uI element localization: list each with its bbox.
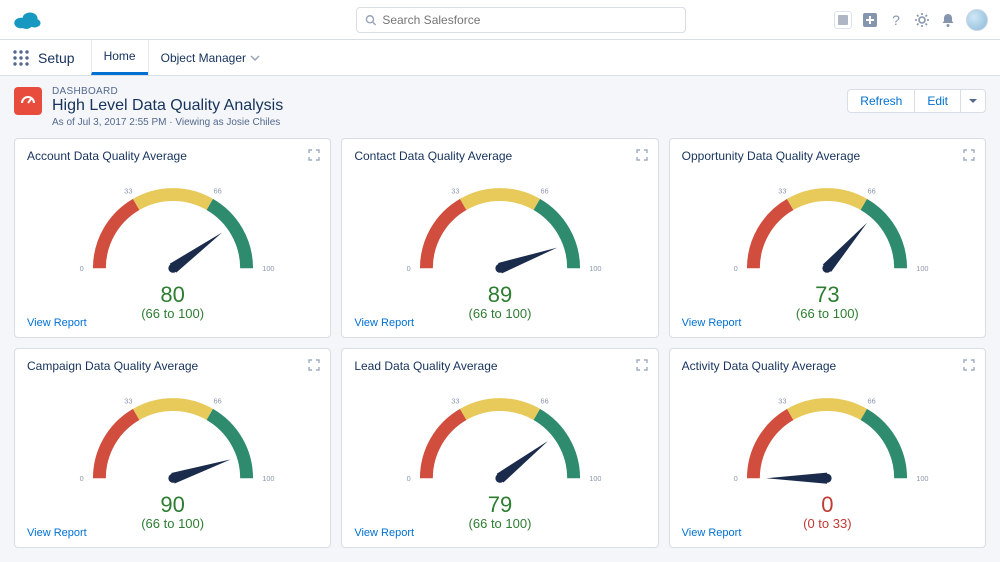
dashboard-card: Activity Data Quality Average 0 33 66 100 0… bbox=[669, 348, 986, 548]
dashboard-grid: Account Data Quality Average 0 33 66 100 80… bbox=[0, 138, 1000, 562]
svg-text:33: 33 bbox=[451, 397, 459, 406]
trail-switcher-icon[interactable] bbox=[834, 11, 852, 29]
card-title: Contact Data Quality Average bbox=[354, 149, 645, 163]
view-report-link[interactable]: View Report bbox=[354, 317, 414, 329]
dashboard-header: DASHBOARD High Level Data Quality Analys… bbox=[0, 76, 1000, 121]
svg-text:66: 66 bbox=[868, 187, 876, 196]
svg-text:100: 100 bbox=[262, 264, 274, 273]
search-icon bbox=[365, 14, 376, 26]
dashboard-meta: DASHBOARD High Level Data Quality Analys… bbox=[52, 86, 283, 115]
more-actions-button[interactable] bbox=[961, 89, 986, 113]
gauge: 0 33 66 100 0 (0 to 33) bbox=[682, 377, 973, 531]
svg-text:66: 66 bbox=[213, 187, 221, 196]
card-title: Activity Data Quality Average bbox=[682, 359, 973, 373]
expand-icon[interactable] bbox=[963, 359, 975, 371]
chevron-down-icon bbox=[250, 53, 260, 63]
global-search[interactable] bbox=[356, 7, 686, 33]
view-report-link[interactable]: View Report bbox=[27, 317, 87, 329]
gear-icon[interactable] bbox=[914, 12, 930, 28]
dashboard-card: Contact Data Quality Average 0 33 66 100 89… bbox=[341, 138, 658, 338]
svg-text:33: 33 bbox=[124, 397, 132, 406]
edit-button[interactable]: Edit bbox=[915, 89, 961, 113]
card-title: Campaign Data Quality Average bbox=[27, 359, 318, 373]
gauge-value: 73 bbox=[815, 282, 839, 308]
dashboard-card: Lead Data Quality Average 0 33 66 100 79 (6… bbox=[341, 348, 658, 548]
svg-text:0: 0 bbox=[407, 474, 411, 483]
svg-text:66: 66 bbox=[541, 397, 549, 406]
expand-icon[interactable] bbox=[963, 149, 975, 161]
caret-down-icon bbox=[969, 97, 977, 105]
global-search-input[interactable] bbox=[382, 13, 677, 27]
gauge: 0 33 66 100 90 (66 to 100) bbox=[27, 377, 318, 531]
avatar[interactable] bbox=[966, 9, 988, 31]
gauge-range: (66 to 100) bbox=[796, 306, 859, 321]
gauge-range: (66 to 100) bbox=[469, 306, 532, 321]
svg-text:100: 100 bbox=[589, 474, 601, 483]
svg-text:0: 0 bbox=[407, 264, 411, 273]
gauge: 0 33 66 100 89 (66 to 100) bbox=[354, 167, 645, 321]
tab-object-manager[interactable]: Object Manager bbox=[148, 40, 272, 75]
svg-text:0: 0 bbox=[79, 264, 83, 273]
dashboard-card: Campaign Data Quality Average 0 33 66 100 9… bbox=[14, 348, 331, 548]
dashboard-card: Opportunity Data Quality Average 0 33 66 10… bbox=[669, 138, 986, 338]
dashboard-icon bbox=[14, 87, 42, 115]
svg-text:100: 100 bbox=[262, 474, 274, 483]
svg-text:33: 33 bbox=[779, 397, 787, 406]
tab-home-label: Home bbox=[104, 49, 136, 63]
app-launcher-icon[interactable] bbox=[12, 49, 30, 67]
gauge-range: (66 to 100) bbox=[469, 516, 532, 531]
global-header: ? bbox=[0, 0, 1000, 40]
dashboard-actions: Refresh Edit bbox=[847, 89, 986, 113]
gauge-value: 90 bbox=[160, 492, 184, 518]
svg-text:33: 33 bbox=[779, 187, 787, 196]
svg-text:66: 66 bbox=[868, 397, 876, 406]
app-name: Setup bbox=[38, 50, 75, 66]
svg-text:0: 0 bbox=[79, 474, 83, 483]
svg-text:33: 33 bbox=[451, 187, 459, 196]
view-report-link[interactable]: View Report bbox=[27, 527, 87, 539]
expand-icon[interactable] bbox=[636, 149, 648, 161]
expand-icon[interactable] bbox=[636, 359, 648, 371]
page-title: High Level Data Quality Analysis bbox=[52, 97, 283, 115]
view-report-link[interactable]: View Report bbox=[682, 527, 742, 539]
tab-object-manager-label: Object Manager bbox=[161, 51, 246, 65]
gauge-range: (66 to 100) bbox=[141, 516, 204, 531]
help-icon[interactable]: ? bbox=[888, 12, 904, 28]
bell-icon[interactable] bbox=[940, 12, 956, 28]
dashboard-subtitle: As of Jul 3, 2017 2:55 PM · Viewing as J… bbox=[0, 117, 1000, 138]
card-title: Opportunity Data Quality Average bbox=[682, 149, 973, 163]
svg-text:66: 66 bbox=[541, 187, 549, 196]
gauge-value: 80 bbox=[160, 282, 184, 308]
gauge-range: (66 to 100) bbox=[141, 306, 204, 321]
svg-text:33: 33 bbox=[124, 187, 132, 196]
svg-text:100: 100 bbox=[917, 264, 929, 273]
svg-text:100: 100 bbox=[589, 264, 601, 273]
breadcrumb: DASHBOARD bbox=[52, 86, 283, 97]
tab-home[interactable]: Home bbox=[91, 40, 148, 75]
gauge-value: 89 bbox=[488, 282, 512, 308]
gauge-range: (0 to 33) bbox=[803, 516, 851, 531]
card-title: Account Data Quality Average bbox=[27, 149, 318, 163]
gauge-value: 0 bbox=[821, 492, 833, 518]
gauge: 0 33 66 100 79 (66 to 100) bbox=[354, 377, 645, 531]
expand-icon[interactable] bbox=[308, 359, 320, 371]
svg-text:?: ? bbox=[892, 12, 900, 28]
dashboard-card: Account Data Quality Average 0 33 66 100 80… bbox=[14, 138, 331, 338]
gauge: 0 33 66 100 80 (66 to 100) bbox=[27, 167, 318, 321]
refresh-button[interactable]: Refresh bbox=[847, 89, 915, 113]
context-bar: Setup Home Object Manager bbox=[0, 40, 1000, 76]
salesforce-logo-icon bbox=[12, 9, 42, 31]
add-icon[interactable] bbox=[862, 12, 878, 28]
svg-text:0: 0 bbox=[734, 474, 738, 483]
card-title: Lead Data Quality Average bbox=[354, 359, 645, 373]
svg-text:66: 66 bbox=[213, 397, 221, 406]
svg-text:100: 100 bbox=[917, 474, 929, 483]
view-report-link[interactable]: View Report bbox=[354, 527, 414, 539]
svg-text:0: 0 bbox=[734, 264, 738, 273]
view-report-link[interactable]: View Report bbox=[682, 317, 742, 329]
gauge-value: 79 bbox=[488, 492, 512, 518]
gauge: 0 33 66 100 73 (66 to 100) bbox=[682, 167, 973, 321]
expand-icon[interactable] bbox=[308, 149, 320, 161]
global-actions: ? bbox=[834, 9, 988, 31]
